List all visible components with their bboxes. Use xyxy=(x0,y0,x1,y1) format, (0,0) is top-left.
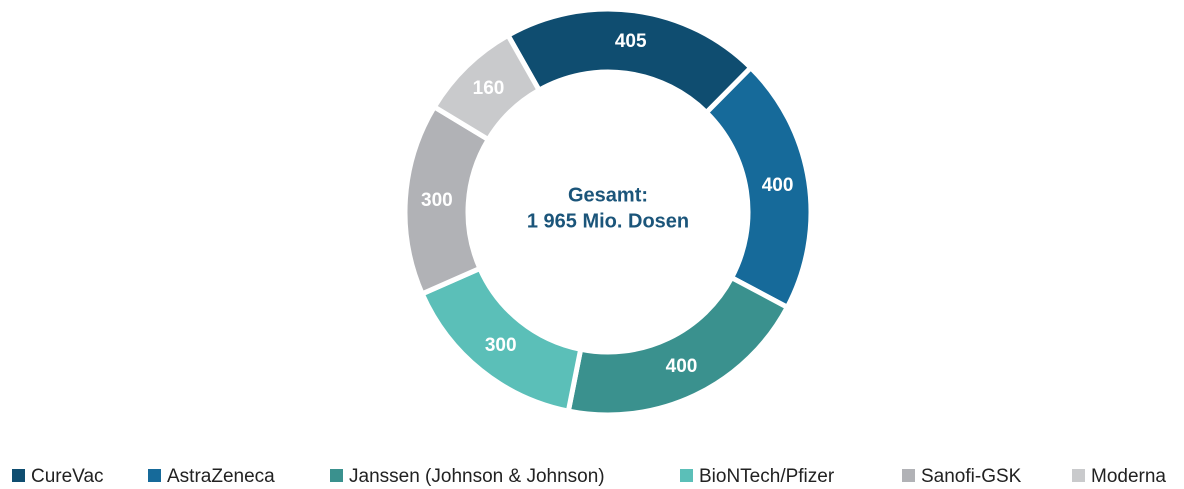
legend-swatch xyxy=(12,469,25,482)
legend-swatch xyxy=(902,469,915,482)
slice xyxy=(565,274,791,418)
data-label: 160 xyxy=(473,78,505,99)
center-total: 1 965 Mio. Dosen xyxy=(527,210,689,232)
legend-swatch xyxy=(680,469,693,482)
slice xyxy=(504,6,755,117)
legend-label: AstraZeneca xyxy=(167,466,275,487)
legend-label: CureVac xyxy=(31,466,104,487)
data-label: 400 xyxy=(762,175,794,196)
legend-label: BioNTech/Pfizer xyxy=(699,466,835,487)
data-label: 405 xyxy=(615,31,647,52)
legend-label: Sanofi-GSK xyxy=(921,466,1022,487)
legend-swatch xyxy=(1072,469,1085,482)
center-title: Gesamt: xyxy=(568,184,648,206)
legend-swatch xyxy=(330,469,343,482)
data-label: 300 xyxy=(421,190,453,211)
slice xyxy=(430,31,543,143)
data-label: 400 xyxy=(666,356,698,377)
legend-label: Moderna xyxy=(1091,466,1166,487)
legend-swatch xyxy=(148,469,161,482)
legend-label: Janssen (Johnson & Johnson) xyxy=(349,466,605,487)
slice xyxy=(702,64,814,311)
data-label: 300 xyxy=(485,335,517,356)
